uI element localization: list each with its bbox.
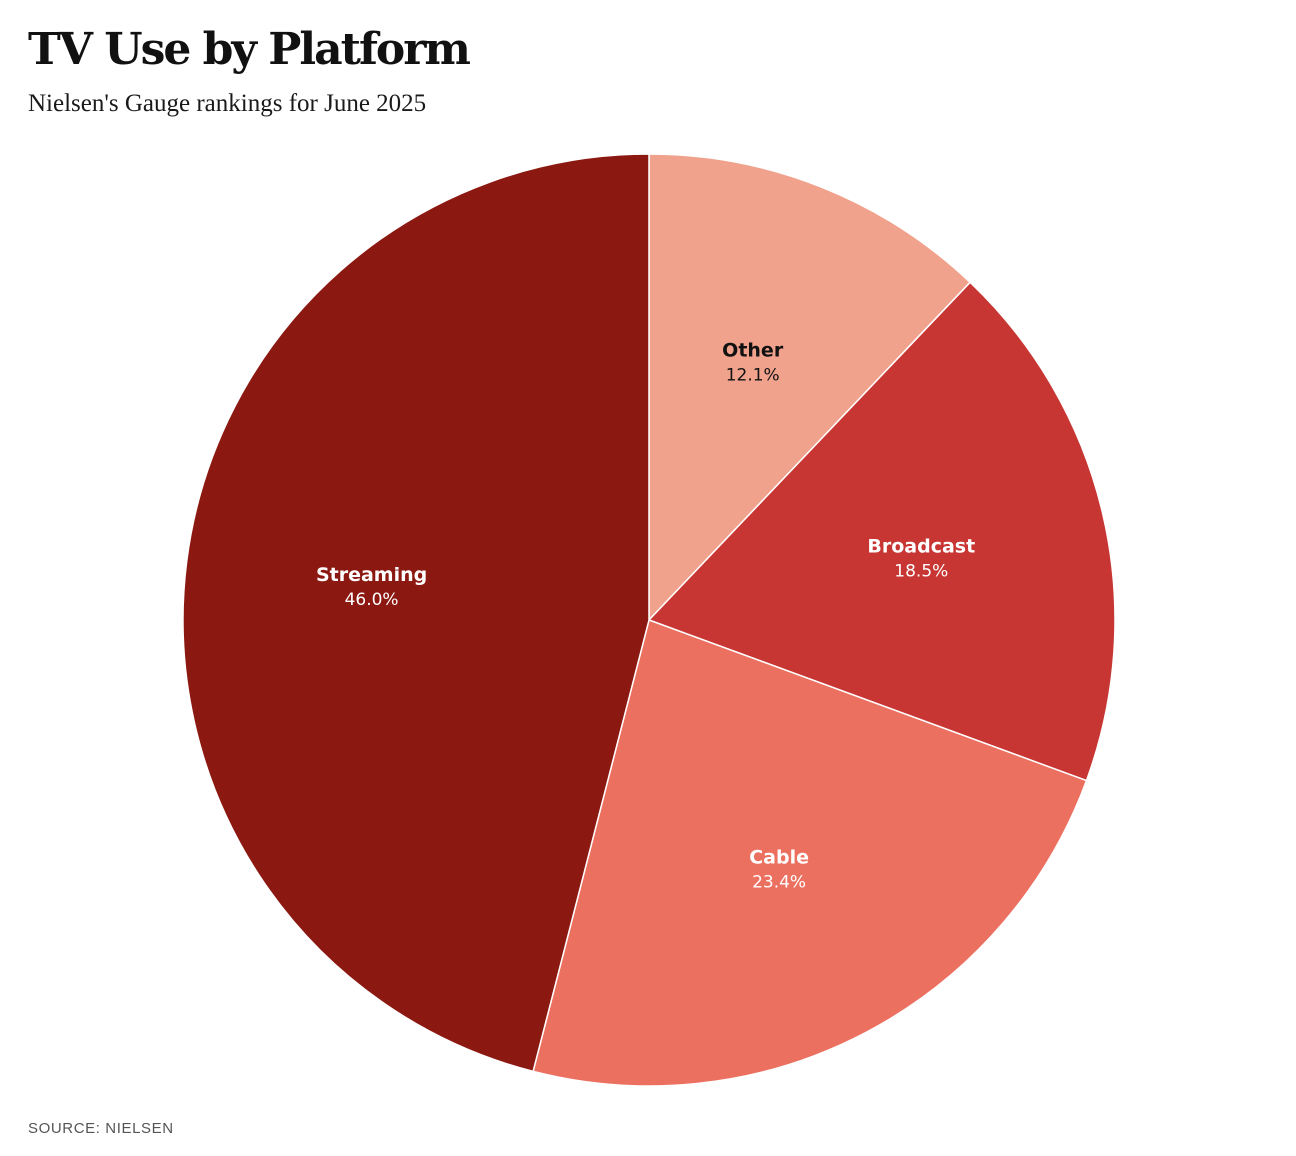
slice-label-broadcast: Broadcast xyxy=(867,535,975,557)
pie-slice-other xyxy=(648,153,971,621)
slice-label-cable: Cable xyxy=(749,847,809,869)
slice-value-streaming: 46.0% xyxy=(345,590,399,610)
slice-value-cable: 23.4% xyxy=(752,873,806,893)
chart-subtitle: Nielsen's Gauge rankings for June 2025 xyxy=(28,90,427,117)
pie-slice-streaming xyxy=(182,153,650,1073)
slice-value-other: 12.1% xyxy=(726,365,780,385)
chart-title: TV Use by Platform xyxy=(28,24,471,75)
pie-slice-broadcast xyxy=(648,281,1116,782)
slice-label-streaming: Streaming xyxy=(316,564,427,586)
slice-value-broadcast: 18.5% xyxy=(894,561,948,581)
slice-label-other: Other xyxy=(722,339,784,361)
pie-slice-cable xyxy=(532,619,1088,1087)
source-note: SOURCE: NIELSEN xyxy=(28,1120,174,1137)
